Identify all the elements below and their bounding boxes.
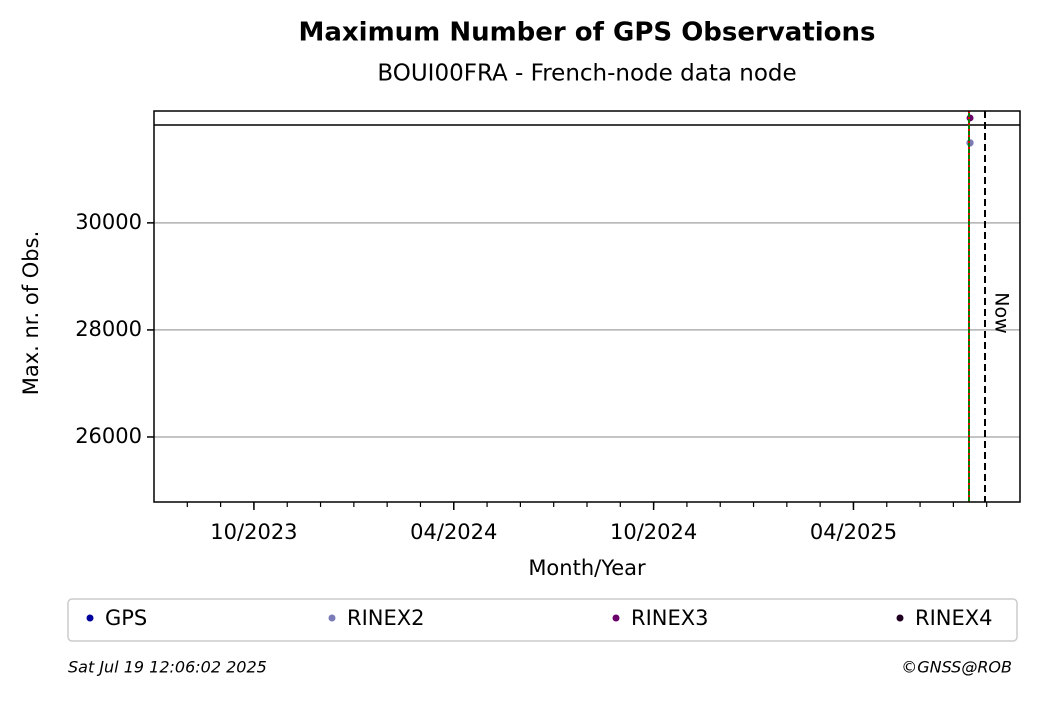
- y-axis-label: Max. nr. of Obs.: [19, 231, 43, 396]
- legend-label: GPS: [105, 606, 147, 630]
- plot-area: [154, 114, 1020, 438]
- legend-label: RINEX3: [631, 606, 709, 630]
- x-tick-label: 04/2025: [810, 520, 897, 544]
- legend-marker: [86, 614, 94, 622]
- legend-marker: [896, 614, 904, 622]
- legend-marker: [612, 614, 620, 622]
- legend-label: RINEX4: [915, 606, 993, 630]
- x-tick-label: 04/2024: [410, 520, 497, 544]
- y-tick-label: 30000: [75, 210, 142, 234]
- legend-label: RINEX2: [347, 606, 425, 630]
- point: [966, 114, 974, 122]
- chart-title: Maximum Number of GPS Observations: [298, 18, 875, 48]
- timestamp: Sat Jul 19 12:06:02 2025: [68, 658, 267, 677]
- x-axis-label: Month/Year: [528, 556, 646, 580]
- now-label: Now: [991, 292, 1013, 333]
- credit: ©GNSS@ROB: [901, 658, 1012, 677]
- plot-frame: [153, 110, 1021, 503]
- x-tick-label: 10/2024: [610, 520, 697, 544]
- legend-marker: [328, 614, 336, 622]
- point: [966, 139, 974, 147]
- y-tick-label: 28000: [75, 317, 142, 341]
- x-tick-label: 10/2023: [210, 520, 297, 544]
- y-tick-label: 26000: [75, 424, 142, 448]
- chart-subtitle: BOUI00FRA - French-node data node: [377, 61, 796, 87]
- legend: [67, 598, 1018, 642]
